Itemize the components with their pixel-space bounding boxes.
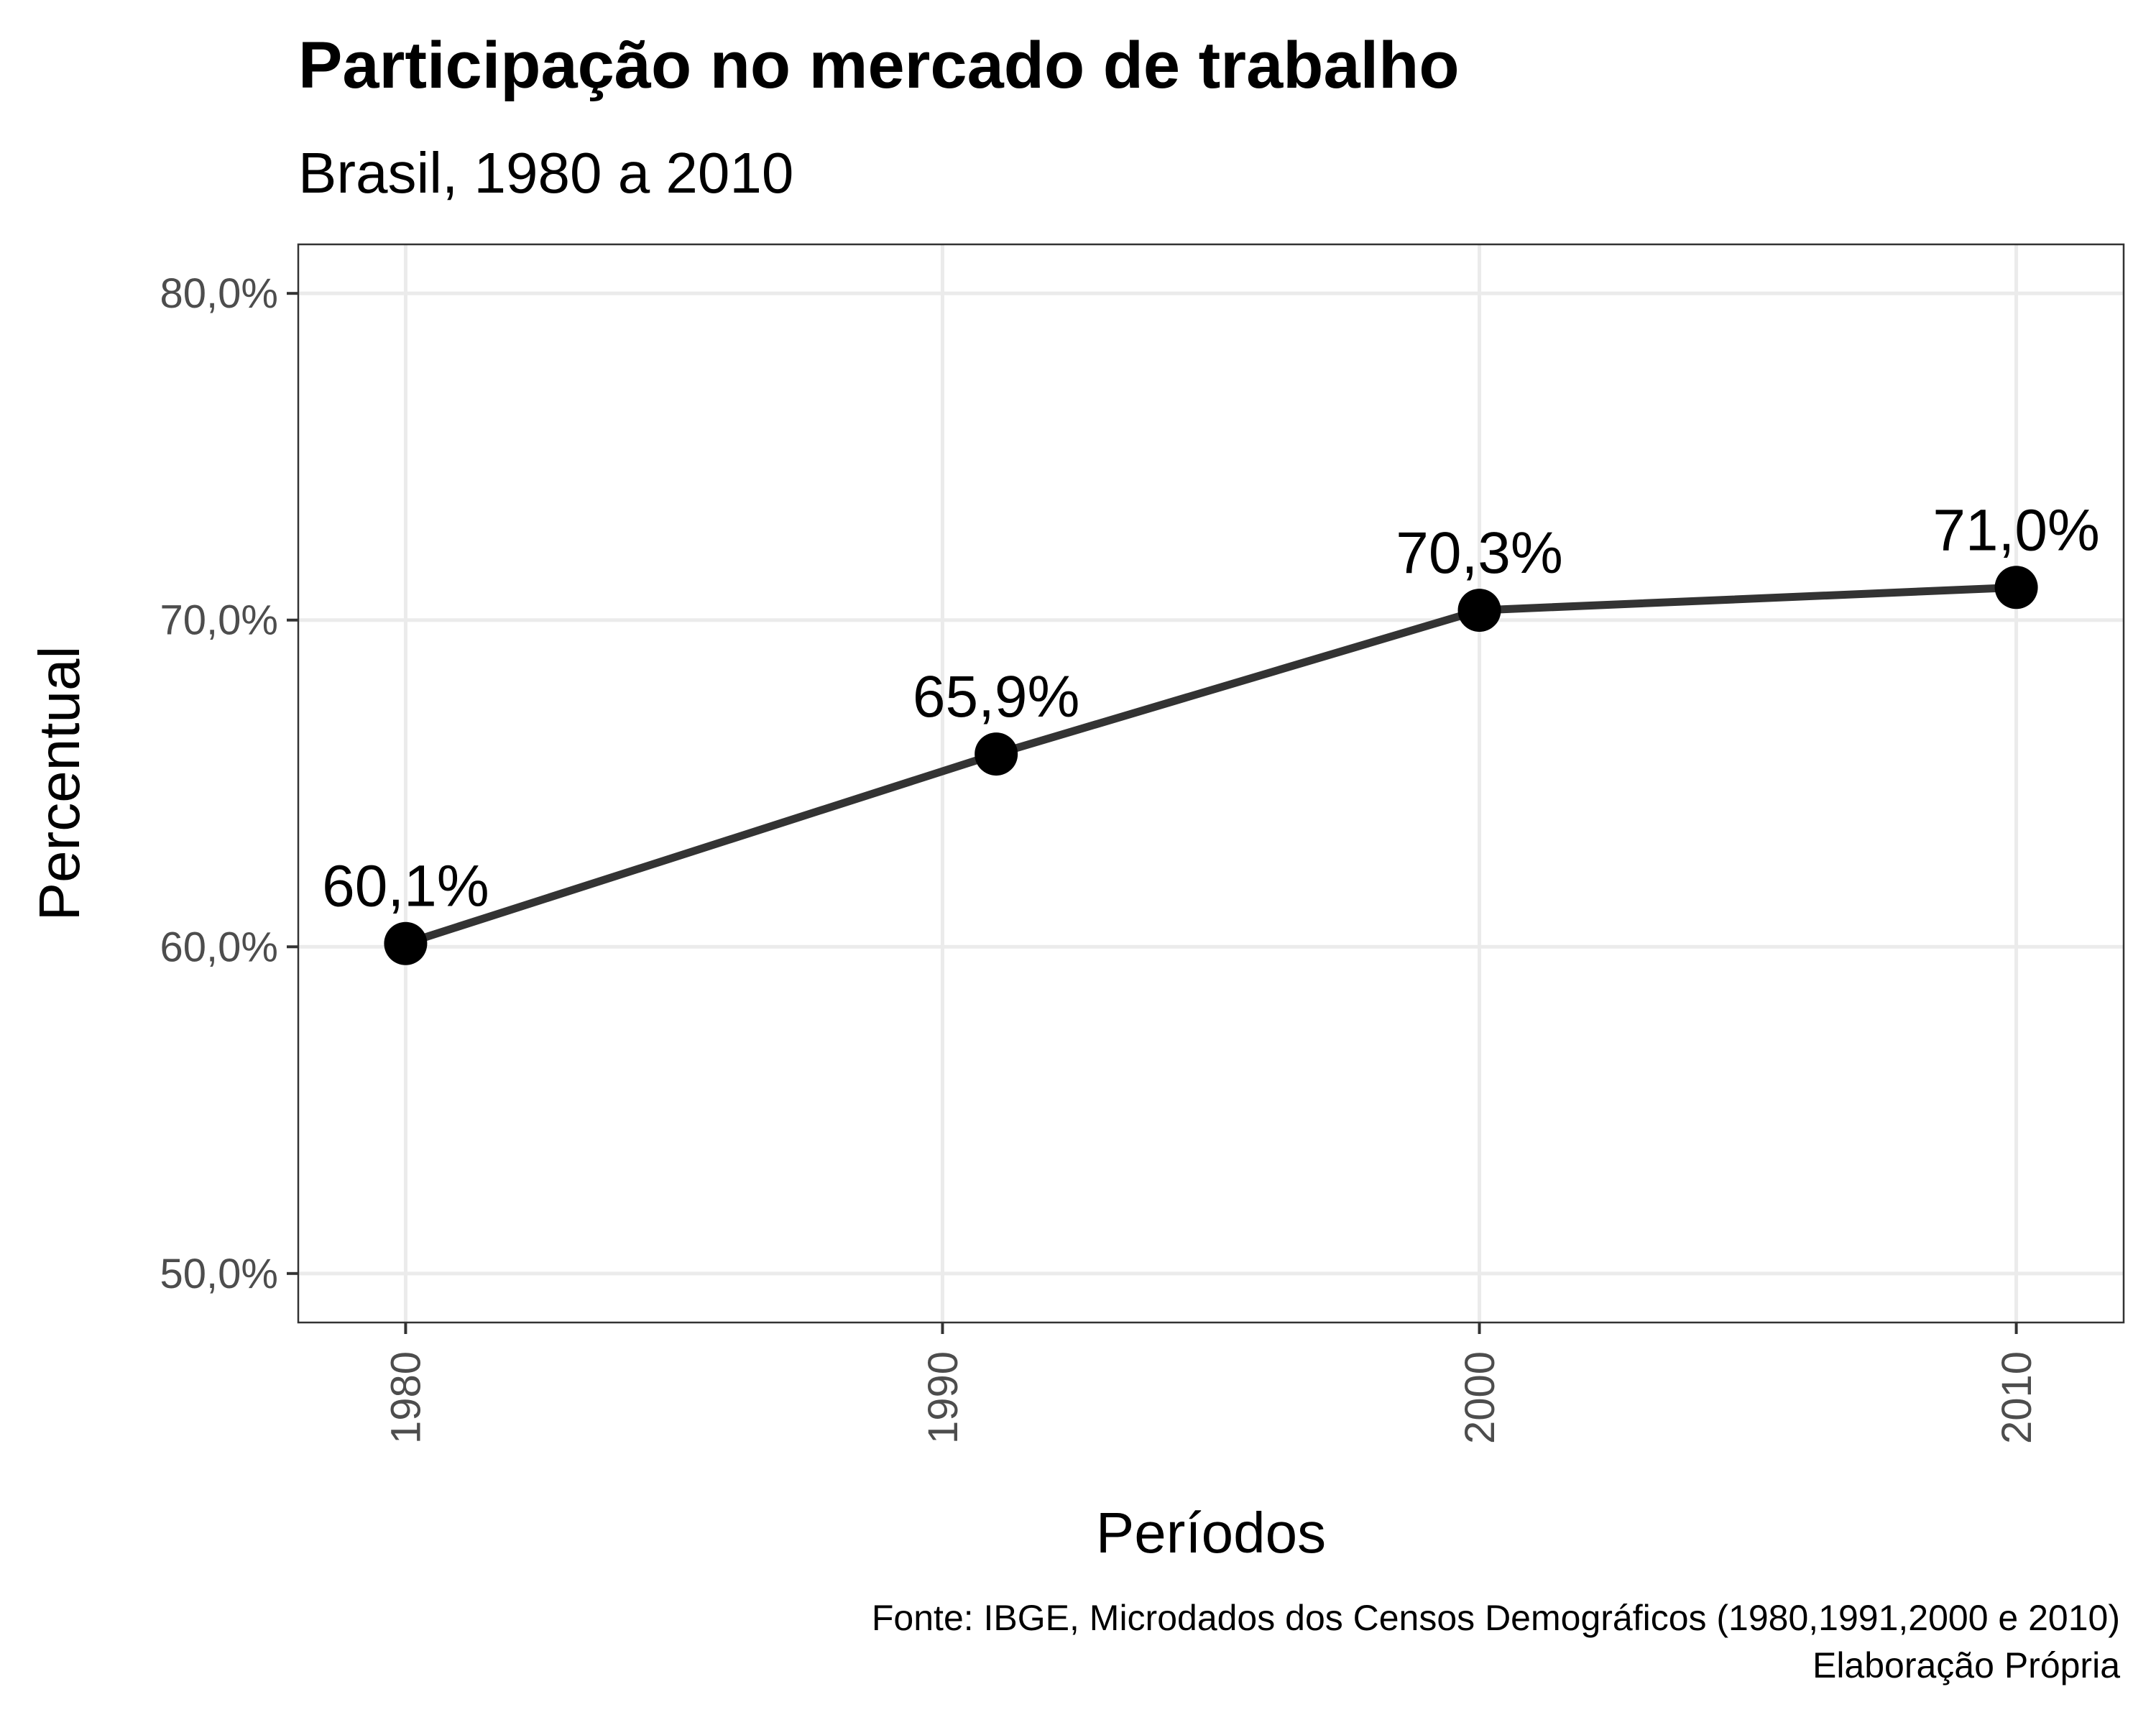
- plot-panel-border: [297, 243, 2125, 1324]
- x-tick-label-2: 2000: [1457, 1351, 1503, 1444]
- data-label-2000: 70,3%: [1396, 520, 1563, 586]
- x-tick-label-1: 1990: [920, 1351, 967, 1444]
- x-tick-label-0: 1980: [383, 1351, 430, 1444]
- caption-source: Fonte: IBGE, Microdados dos Censos Demog…: [872, 1598, 2120, 1638]
- y-axis: 50,0% 60,0% 70,0% 80,0%: [160, 270, 298, 1297]
- data-label-1991: 65,9%: [913, 664, 1080, 730]
- x-tick-label-3: 2010: [1994, 1351, 2040, 1444]
- y-tick-label-1: 60,0%: [160, 924, 278, 970]
- series-layer: [384, 566, 2038, 965]
- chart-subtitle: Brasil, 1980 a 2010: [298, 141, 793, 205]
- gridlines: [298, 244, 2124, 1322]
- data-point-2010: [1994, 566, 2038, 610]
- x-axis: 1980 1990 2000 2010: [383, 1322, 2040, 1444]
- data-label-2010: 71,0%: [1932, 497, 2100, 563]
- data-label-1980: 60,1%: [322, 854, 489, 919]
- chart-title: Participação no mercado de trabalho: [298, 29, 1460, 102]
- data-point-2000: [1457, 589, 1501, 632]
- x-axis-title: Períodos: [1096, 1501, 1326, 1565]
- data-point-1991: [975, 732, 1018, 776]
- y-tick-label-2: 70,0%: [160, 597, 278, 644]
- series-line-0: [401, 583, 2021, 948]
- y-tick-label-0: 50,0%: [160, 1251, 278, 1297]
- y-tick-label-3: 80,0%: [160, 270, 278, 317]
- data-point-1980: [384, 921, 428, 965]
- data-labels: 60,1% 65,9% 70,3% 71,0%: [322, 497, 2100, 919]
- y-axis-title: Percentual: [27, 646, 91, 921]
- caption-credit: Elaboração Própria: [1812, 1645, 2120, 1685]
